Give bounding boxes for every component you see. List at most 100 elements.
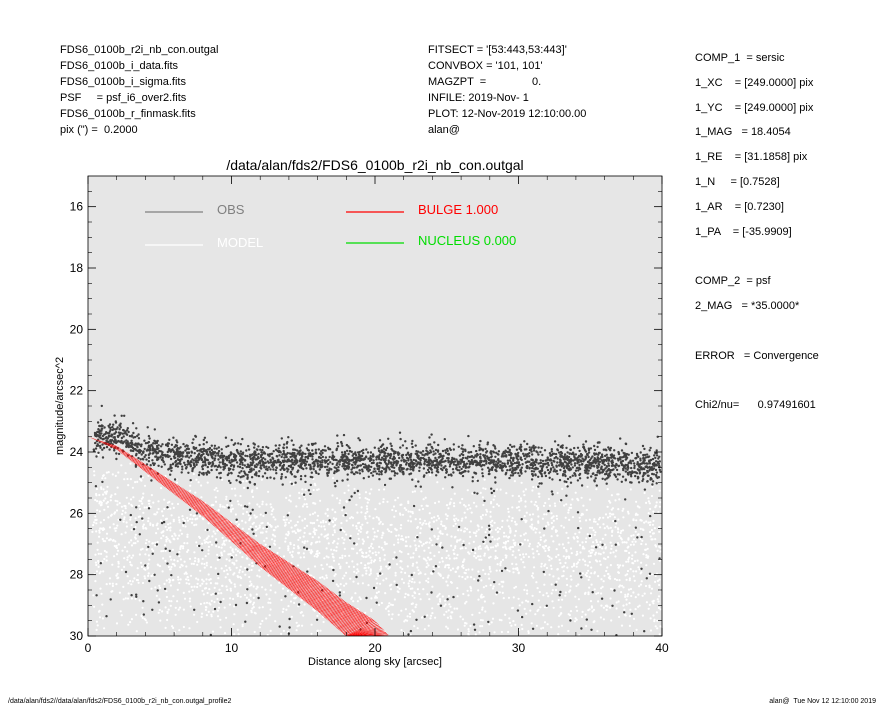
model-point: [102, 493, 105, 496]
model-point: [383, 558, 386, 561]
model-point: [538, 590, 541, 594]
obs-point: [123, 414, 126, 417]
model-point: [285, 533, 288, 536]
model-point: [615, 601, 618, 604]
model-point: [400, 629, 403, 632]
model-point: [497, 504, 500, 507]
model-point: [641, 594, 644, 597]
model-point: [424, 496, 427, 499]
obs-point: [549, 470, 552, 474]
obs-point: [378, 473, 381, 476]
model-point: [592, 541, 595, 544]
model-point: [437, 517, 441, 520]
obs-point: [280, 473, 284, 476]
model-point: [626, 569, 630, 573]
model-point: [373, 559, 377, 562]
obs-point: [532, 470, 536, 473]
model-point: [514, 520, 517, 524]
model-point: [629, 568, 632, 571]
model-point: [543, 621, 547, 624]
model-point: [610, 544, 613, 547]
model-point: [298, 515, 301, 518]
obs-point: [442, 466, 446, 469]
model-point: [490, 621, 493, 624]
obs-point: [388, 563, 391, 566]
model-point: [588, 550, 591, 553]
obs-point: [415, 460, 418, 463]
obs-point: [475, 449, 478, 453]
model-point: [245, 596, 248, 599]
model-point: [226, 504, 229, 507]
model-point: [291, 550, 294, 553]
model-point: [606, 488, 609, 491]
model-point: [368, 573, 371, 577]
model-point: [223, 606, 226, 609]
model-point: [506, 519, 509, 522]
model-point: [297, 529, 300, 532]
obs-point: [300, 454, 304, 457]
model-point: [469, 585, 472, 589]
obs-point: [107, 434, 111, 437]
model-point: [376, 572, 379, 575]
obs-point: [130, 439, 133, 442]
obs-point: [358, 450, 361, 454]
model-point: [436, 527, 439, 530]
model-point: [366, 521, 369, 524]
model-point: [565, 503, 568, 506]
model-point: [395, 534, 398, 537]
obs-point: [300, 444, 303, 447]
model-point: [577, 561, 580, 564]
obs-point: [573, 464, 577, 467]
model-point: [130, 583, 133, 586]
model-point: [527, 630, 530, 633]
model-point: [632, 617, 636, 621]
model-point: [308, 548, 311, 552]
model-point: [446, 616, 449, 619]
model-point: [131, 486, 134, 489]
model-point: [535, 581, 538, 584]
model-point: [622, 507, 625, 510]
obs-point: [132, 449, 135, 453]
obs-point: [333, 481, 336, 485]
model-point: [459, 501, 462, 504]
obs-point: [410, 573, 413, 577]
model-point: [147, 572, 150, 575]
model-point: [136, 567, 139, 570]
model-point: [640, 561, 643, 564]
model-point: [617, 493, 620, 496]
obs-point: [472, 623, 476, 626]
model-point: [113, 555, 116, 558]
model-point: [560, 624, 564, 627]
obs-point: [218, 461, 221, 464]
obs-point: [387, 461, 391, 464]
obs-point: [217, 449, 221, 453]
model-point: [252, 601, 256, 604]
model-point: [101, 477, 104, 480]
model-point: [152, 549, 155, 553]
model-point: [98, 510, 101, 513]
model-point: [437, 565, 440, 569]
model-point: [176, 537, 179, 540]
model-point: [656, 619, 659, 622]
model-point: [340, 527, 343, 530]
model-point: [634, 530, 637, 533]
model-point: [550, 557, 553, 560]
model-point: [650, 587, 654, 590]
model-point: [372, 538, 375, 541]
model-point: [251, 561, 254, 565]
obs-point: [485, 455, 489, 458]
obs-point: [385, 446, 389, 450]
model-point: [473, 578, 476, 581]
model-point: [526, 592, 529, 595]
obs-point: [418, 466, 421, 469]
model-point: [190, 562, 193, 565]
model-point: [171, 625, 174, 628]
model-point: [632, 591, 635, 594]
obs-point: [656, 460, 660, 464]
model-point: [589, 600, 593, 603]
model-point: [409, 515, 412, 518]
model-point: [499, 564, 502, 567]
obs-point: [353, 542, 356, 545]
obs-point: [297, 603, 301, 606]
model-point: [313, 521, 316, 525]
